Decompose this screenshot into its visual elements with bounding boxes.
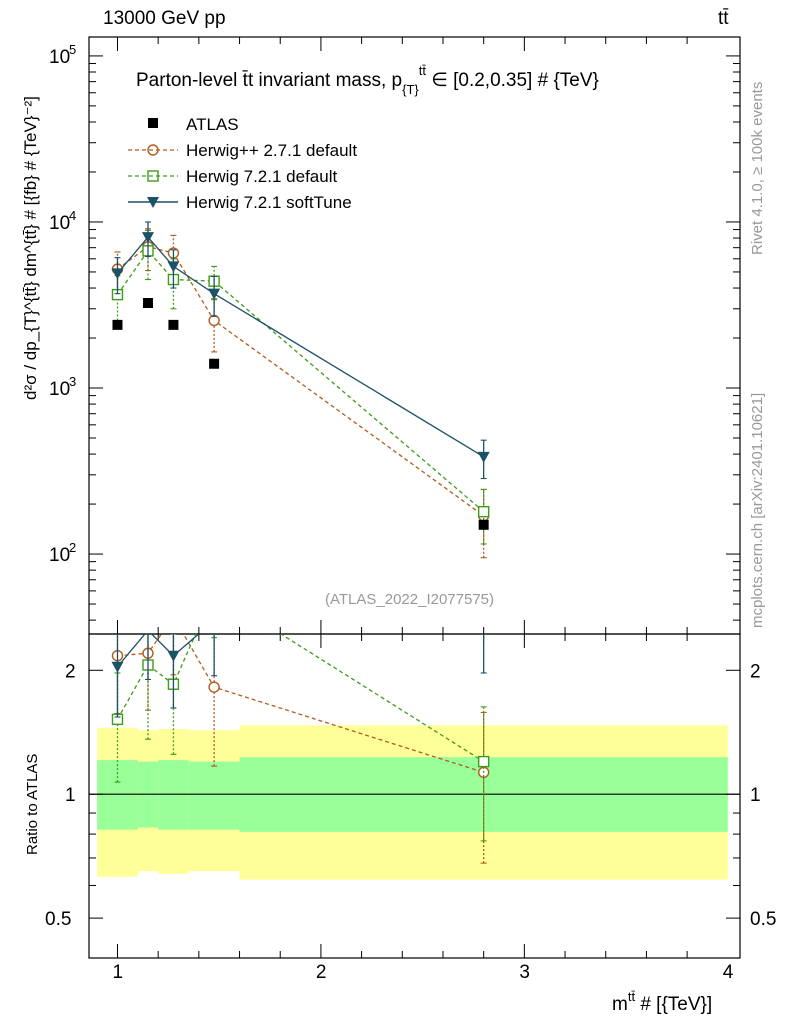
legend-marker-atlas xyxy=(148,118,158,128)
main-y-tick-label: 10 xyxy=(49,379,70,400)
ratio-point xyxy=(208,616,220,627)
stat-uncertainty-band xyxy=(158,760,189,830)
main-point xyxy=(168,319,179,330)
main-series-2 xyxy=(111,229,490,545)
x-axis-label-sup: tt̄ xyxy=(628,989,636,1004)
energy-label: 13000 GeV pp xyxy=(103,8,226,29)
stat-uncertainty-band xyxy=(188,761,240,830)
legend-marker-herwig7-softtune xyxy=(147,197,159,208)
main-y-tick-exponent: 3 xyxy=(69,374,76,389)
process-label: tt̄ xyxy=(718,8,729,29)
main-series-line xyxy=(117,245,485,517)
legend-marker-herwig7-default xyxy=(147,170,159,182)
main-point xyxy=(208,314,220,327)
x-axis-label: mtt̄ # [{TeV}] xyxy=(612,989,712,1015)
ratio-y-axis-label: Ratio to ATLAS xyxy=(24,754,41,855)
ratio-y-tick-label-right: 1 xyxy=(750,785,761,806)
legend-label-herwig7-softtune: Herwig 7.2.1 softTune xyxy=(186,193,352,212)
ratio-frame xyxy=(88,633,741,959)
main-title-tail: ∈ [0.2,0.35] # {TeV} xyxy=(426,70,599,91)
main-point xyxy=(142,298,153,309)
main-point xyxy=(112,319,123,330)
main-point xyxy=(167,261,180,273)
x-axis-label-tail: # [{TeV}] xyxy=(635,994,712,1015)
main-point xyxy=(477,505,490,518)
main-point xyxy=(111,268,124,280)
mcplots-source-label: mcplots.cern.ch [arXiv:2401.10621] xyxy=(749,393,766,628)
ratio-y-tick-label-right: 0.5 xyxy=(750,909,776,930)
legend-label-herwig7-default: Herwig 7.2.1 default xyxy=(186,167,337,186)
ratio-panel: 1 2 3 4 0.5 0.5 1 1 2 2 xyxy=(45,587,776,983)
ratio-point xyxy=(208,681,220,693)
ratio-bands xyxy=(97,725,728,880)
ratio-y-tick-label: 0.5 xyxy=(45,909,71,930)
main-y-tick-label: 10 xyxy=(49,47,70,68)
ratio-point xyxy=(168,612,178,622)
main-y-tick-label: 10 xyxy=(49,545,70,566)
main-title-text: Parton-level t̄t invariant mass, p xyxy=(136,70,402,91)
legend-marker-herwigpp xyxy=(147,144,159,156)
main-series-0 xyxy=(112,298,489,530)
ratio-point xyxy=(477,755,490,768)
main-point xyxy=(478,519,489,530)
main-title-sup: tt̄ xyxy=(419,63,427,78)
main-point xyxy=(477,451,490,463)
ratio-series-2 xyxy=(111,616,487,718)
main-title-sub: {T} xyxy=(402,82,419,97)
ratio-point xyxy=(167,650,180,662)
ratio-point xyxy=(111,661,124,673)
main-y-tick-label: 10 xyxy=(49,213,70,234)
main-point xyxy=(141,232,154,244)
x-tick-label: 1 xyxy=(112,962,123,983)
legend-label-herwigpp: Herwig++ 2.7.1 default xyxy=(186,141,357,160)
main-series-line xyxy=(116,249,485,513)
legend: ATLAS Herwig++ 2.7.1 default Herwig 7.2.… xyxy=(128,115,357,212)
main-y-axis-label: d²σ / dp_{T}^{tt̄} dm^{tt̄} # [{fb} # {T… xyxy=(21,96,40,400)
ratio-y-tick-label-right: 2 xyxy=(750,661,761,682)
x-tick-label: 4 xyxy=(723,962,734,983)
ratio-point xyxy=(146,634,150,637)
main-point xyxy=(209,358,220,369)
main-title: Parton-level t̄t invariant mass, p{T}tt̄… xyxy=(136,63,599,97)
ratio-point xyxy=(209,587,219,597)
main-series-3 xyxy=(111,221,490,480)
main-y-tick-exponent: 2 xyxy=(69,540,76,555)
ratio-y-tick-label: 2 xyxy=(65,661,76,682)
legend-label-atlas: ATLAS xyxy=(186,115,239,134)
main-point xyxy=(208,288,221,300)
stat-uncertainty-band xyxy=(97,760,138,830)
main-y-tick-exponent: 5 xyxy=(69,42,76,57)
x-tick-label: 3 xyxy=(519,962,530,983)
x-tick-label: 2 xyxy=(316,962,327,983)
main-y-tick-exponent: 4 xyxy=(69,208,76,223)
ratio-y-tick-label: 1 xyxy=(65,785,76,806)
analysis-watermark: (ATLAS_2022_I2077575) xyxy=(325,591,494,608)
x-axis-label-main: m xyxy=(612,994,628,1015)
rivet-version-label: Rivet 4.1.0, ≥ 100k events xyxy=(749,82,766,255)
